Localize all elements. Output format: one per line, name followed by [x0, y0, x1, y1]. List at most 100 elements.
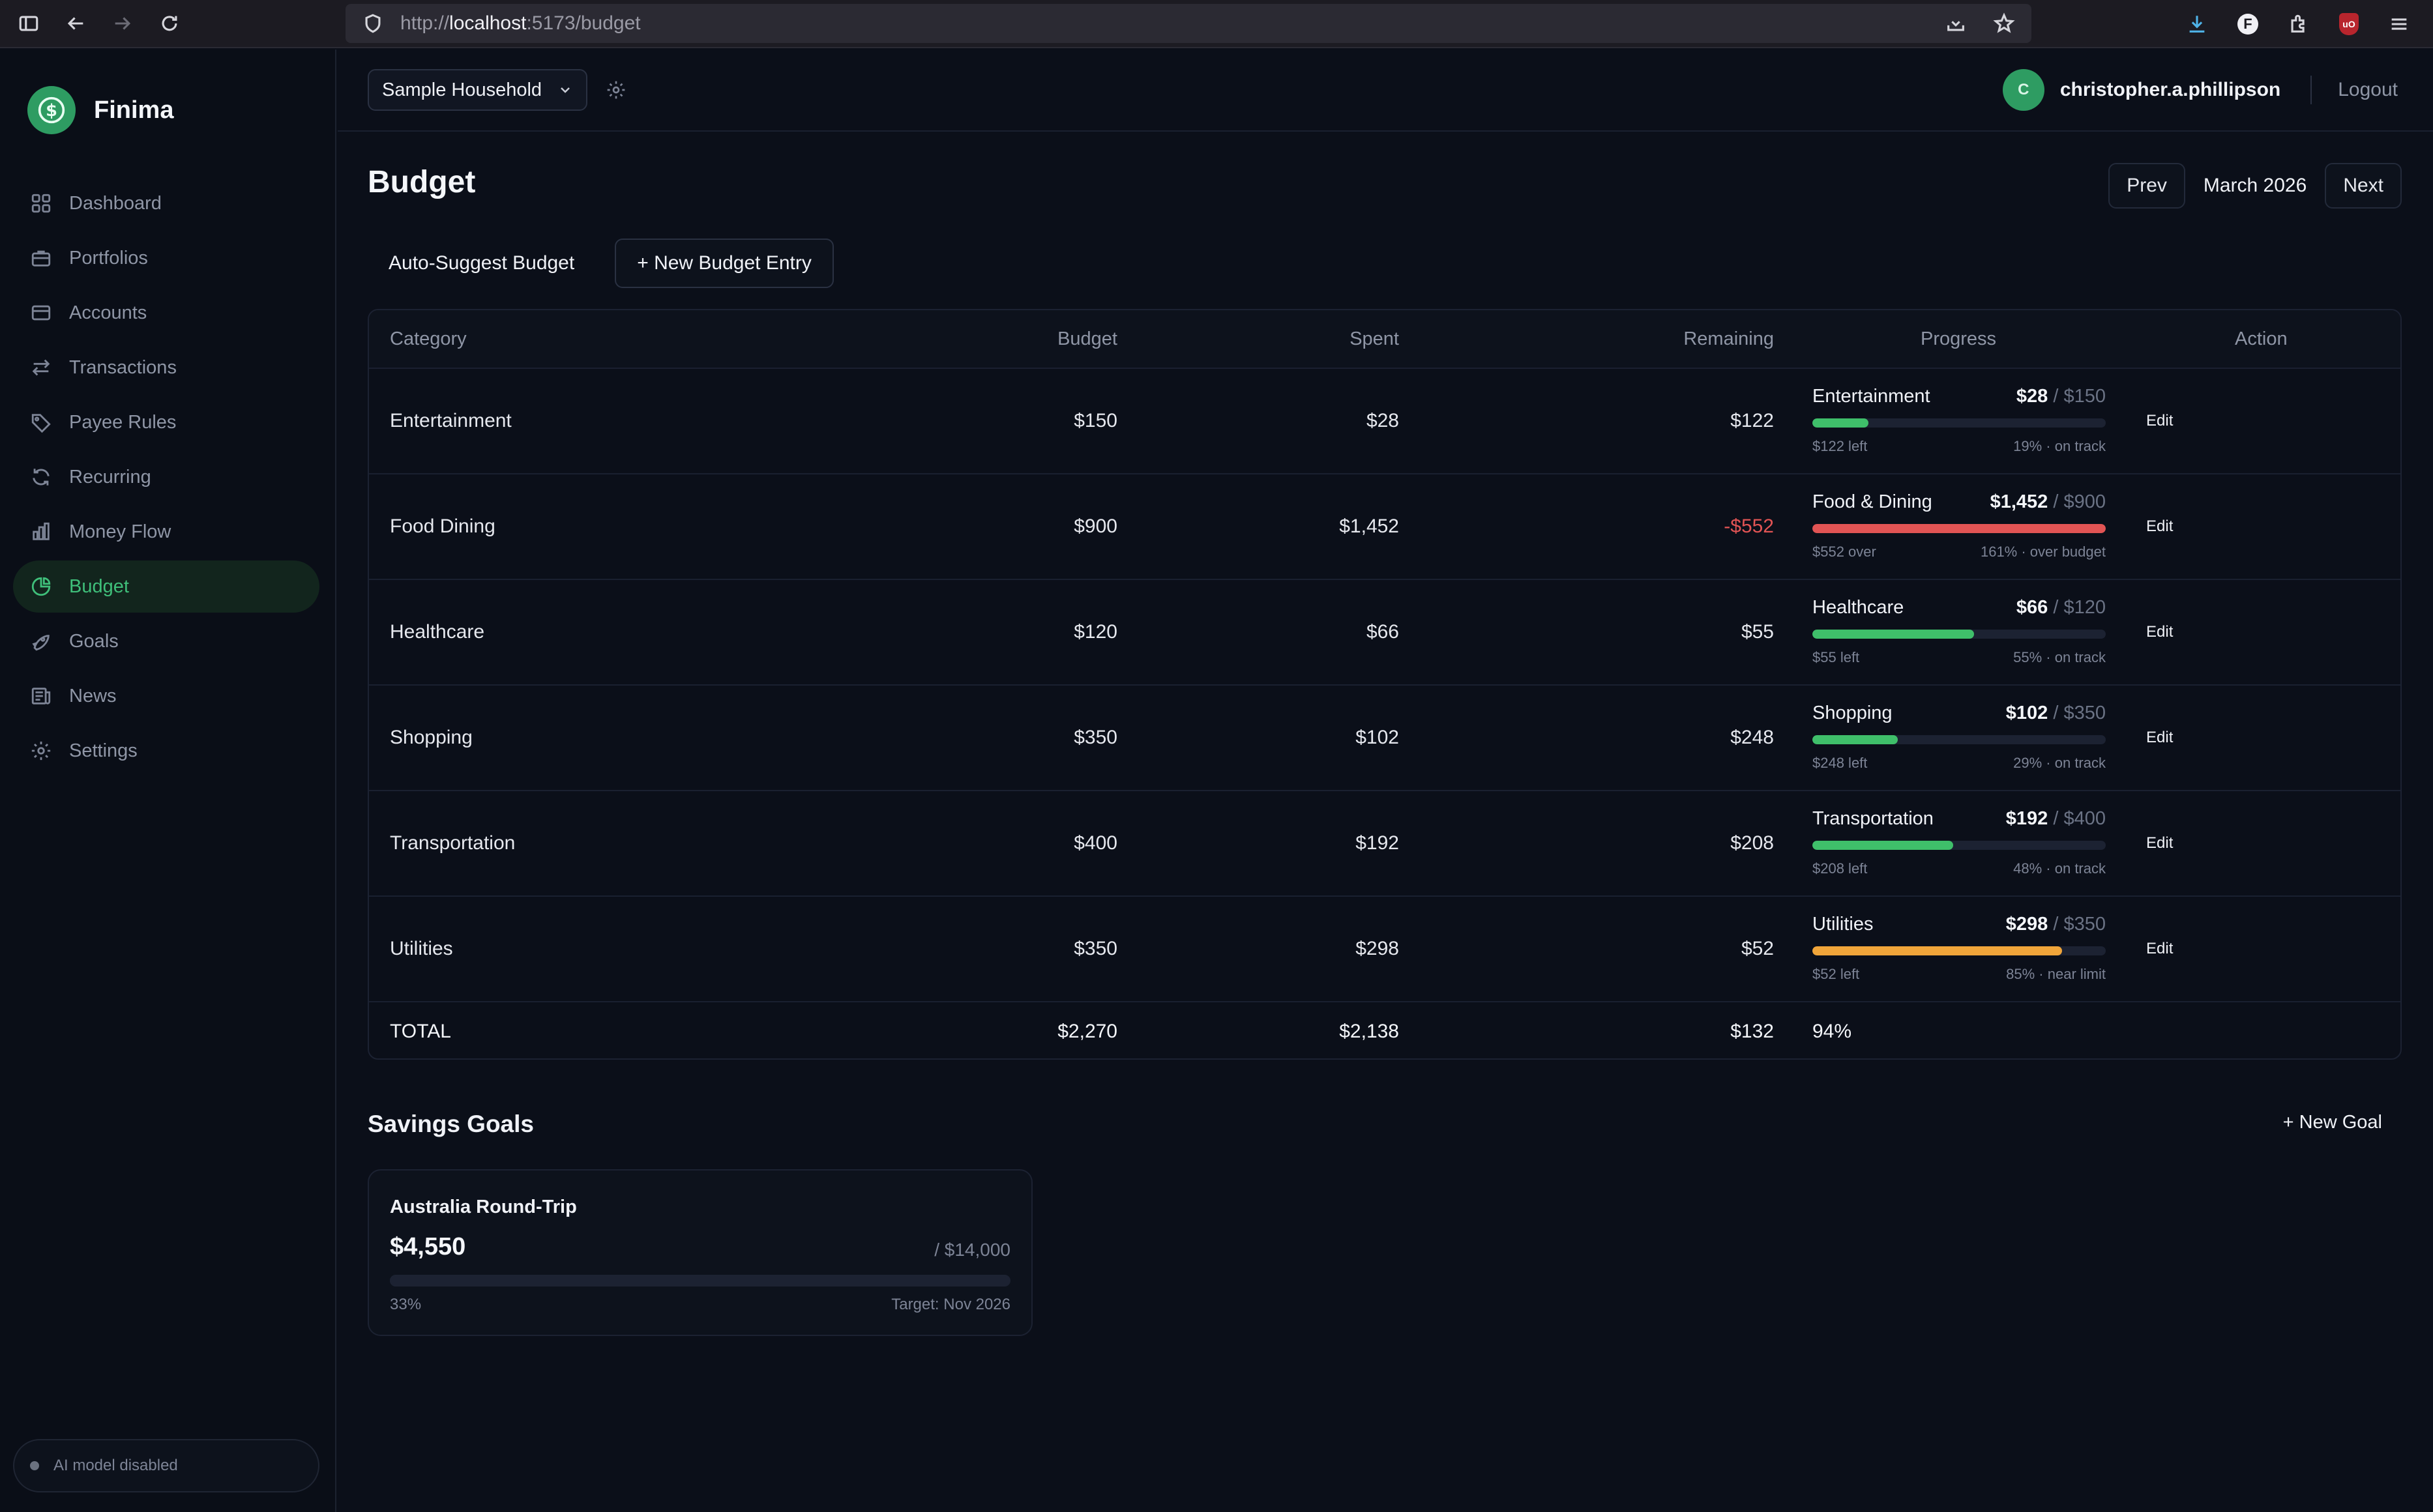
household-value: Sample Household	[382, 79, 542, 100]
edit-button[interactable]: Edit	[2146, 834, 2174, 852]
total-remaining: $132	[1730, 1021, 1774, 1042]
sidebar-item-dashboard[interactable]: Dashboard	[13, 177, 319, 229]
new-goal-button[interactable]: + New Goal	[2282, 1112, 2382, 1133]
progress-spent: $66	[2016, 597, 2048, 618]
progress-category-name: Healthcare	[1812, 597, 1904, 618]
sidebar-item-portfolios[interactable]: Portfolios	[13, 232, 319, 284]
page-title: Budget	[368, 165, 476, 199]
progress-status-text: 85% · near limit	[2006, 966, 2106, 982]
progress-bar	[1812, 418, 2106, 428]
goal-saved-amount: $4,550	[390, 1233, 466, 1260]
sidebar-item-goals[interactable]: Goals	[13, 615, 319, 667]
edit-button[interactable]: Edit	[2146, 412, 2174, 429]
progress-left-text: $122 left	[1812, 438, 1868, 454]
row-remaining: $52	[1741, 938, 1774, 959]
progress-cell: Healthcare $66 / $120 $55 left 55% · on tra…	[1812, 580, 2106, 684]
goal-name: Australia Round-Trip	[390, 1197, 577, 1217]
progress-amounts: $102 / $350	[2005, 703, 2106, 723]
extensions-puzzle-icon[interactable]	[2284, 10, 2313, 38]
goal-target-amount: / $14,000	[934, 1240, 1010, 1260]
sidebar-item-news[interactable]: News	[13, 670, 319, 722]
auto-suggest-button[interactable]: Auto-Suggest Budget	[389, 252, 575, 274]
grid-icon	[31, 194, 51, 213]
progress-amounts: $192 / $400	[2005, 808, 2106, 829]
sidebar-item-label: News	[69, 685, 117, 706]
sidebar-item-settings[interactable]: Settings	[13, 725, 319, 777]
edit-button[interactable]: Edit	[2146, 729, 2174, 746]
month-navigation: Prev March 2026 Next	[2108, 163, 2402, 209]
household-settings-button[interactable]	[603, 77, 629, 103]
status-dot-icon	[30, 1461, 39, 1470]
prev-month-button[interactable]: Prev	[2108, 163, 2185, 209]
edit-button[interactable]: Edit	[2146, 623, 2174, 641]
progress-amounts: $66 / $120	[2016, 597, 2106, 618]
progress-fill	[1812, 418, 1868, 428]
sidebar-item-budget[interactable]: Budget	[13, 560, 319, 613]
progress-fill	[1812, 735, 1898, 744]
edit-button[interactable]: Edit	[2146, 940, 2174, 957]
username: christopher.a.phillipson	[2059, 79, 2281, 100]
row-category: Utilities	[390, 938, 453, 959]
row-budget: $900	[1074, 516, 1117, 537]
progress-footer: $208 left 48% · on track	[1812, 860, 2106, 877]
row-spent: $192	[1355, 832, 1399, 854]
user-area: C christopher.a.phillipson Logout	[2002, 69, 2398, 111]
ai-status-text: AI model disabled	[53, 1457, 178, 1474]
progress-left-text: $55 left	[1812, 649, 1860, 665]
row-spent: $66	[1366, 621, 1399, 643]
row-category: Transportation	[390, 832, 516, 854]
reload-icon[interactable]	[155, 9, 184, 38]
progress-status-text: 48% · on track	[2013, 860, 2106, 877]
progress-status-text: 55% · on track	[2013, 649, 2106, 665]
extension-f-icon[interactable]: F	[2237, 14, 2258, 35]
sidebar-item-payee-rules[interactable]: Payee Rules	[13, 396, 319, 448]
logout-button[interactable]: Logout	[2338, 79, 2398, 100]
progress-spent: $1,452	[1990, 491, 2048, 512]
progress-cell: Shopping $102 / $350 $248 left 29% · on tra…	[1812, 686, 2106, 790]
sidebar-item-label: Settings	[69, 740, 138, 761]
bookmark-star-icon[interactable]	[1990, 9, 2018, 38]
row-remaining: $55	[1741, 621, 1774, 643]
progress-fill	[1812, 524, 2106, 533]
screenshot-icon[interactable]	[1941, 9, 1970, 38]
column-header-category: Category	[390, 328, 467, 349]
sidebar-item-accounts[interactable]: Accounts	[13, 287, 319, 339]
budget-table: Category Budget Spent Remaining Progress…	[368, 309, 2402, 1060]
progress-budget: $900	[2063, 491, 2106, 512]
row-category: Healthcare	[390, 621, 485, 643]
row-budget: $120	[1074, 621, 1117, 643]
progress-left-text: $248 left	[1812, 755, 1868, 771]
column-header-remaining: Remaining	[1683, 328, 1774, 349]
sidebar-item-money-flow[interactable]: Money Flow	[13, 506, 319, 558]
row-category: Food Dining	[390, 516, 495, 537]
progress-cell: Transportation $192 / $400 $208 left 48% · …	[1812, 791, 2106, 895]
download-icon[interactable]	[2183, 10, 2211, 38]
back-icon[interactable]	[61, 9, 90, 38]
progress-category-name: Food & Dining	[1812, 491, 1932, 512]
sidebar-item-label: Money Flow	[69, 521, 171, 542]
url-text[interactable]: http://localhost:5173/budget	[400, 12, 641, 34]
household-select[interactable]: Sample Household	[368, 69, 588, 111]
forward-icon[interactable]	[108, 9, 137, 38]
top-header: Sample Household C christopher.a.phillip…	[338, 50, 2433, 132]
current-month: March 2026	[2203, 175, 2307, 196]
brand[interactable]: $ Finima	[27, 86, 173, 134]
progress-amounts: $1,452 / $900	[1990, 491, 2106, 512]
avatar[interactable]: C	[2002, 69, 2044, 111]
next-month-button[interactable]: Next	[2325, 163, 2402, 209]
progress-bar	[1812, 946, 2106, 955]
progress-footer: $52 left 85% · near limit	[1812, 966, 2106, 983]
menu-icon[interactable]	[2385, 10, 2413, 38]
sidebar-toggle-icon[interactable]	[14, 9, 43, 38]
address-bar[interactable]: http://localhost:5173/budget	[346, 4, 2031, 43]
sidebar-item-recurring[interactable]: Recurring	[13, 451, 319, 503]
row-remaining: $208	[1730, 832, 1774, 854]
edit-button[interactable]: Edit	[2146, 517, 2174, 535]
sidebar-item-transactions[interactable]: Transactions	[13, 342, 319, 394]
new-budget-entry-button[interactable]: + New Budget Entry	[615, 239, 834, 288]
progress-status-text: 29% · on track	[2013, 755, 2106, 771]
dollar-logo-icon: $	[27, 86, 76, 134]
ublock-icon[interactable]: uO	[2339, 13, 2359, 35]
budget-actions: Auto-Suggest Budget + New Budget Entry	[368, 239, 834, 288]
goal-card[interactable]: Australia Round-Trip $4,550 / $14,000 33…	[368, 1169, 1033, 1336]
